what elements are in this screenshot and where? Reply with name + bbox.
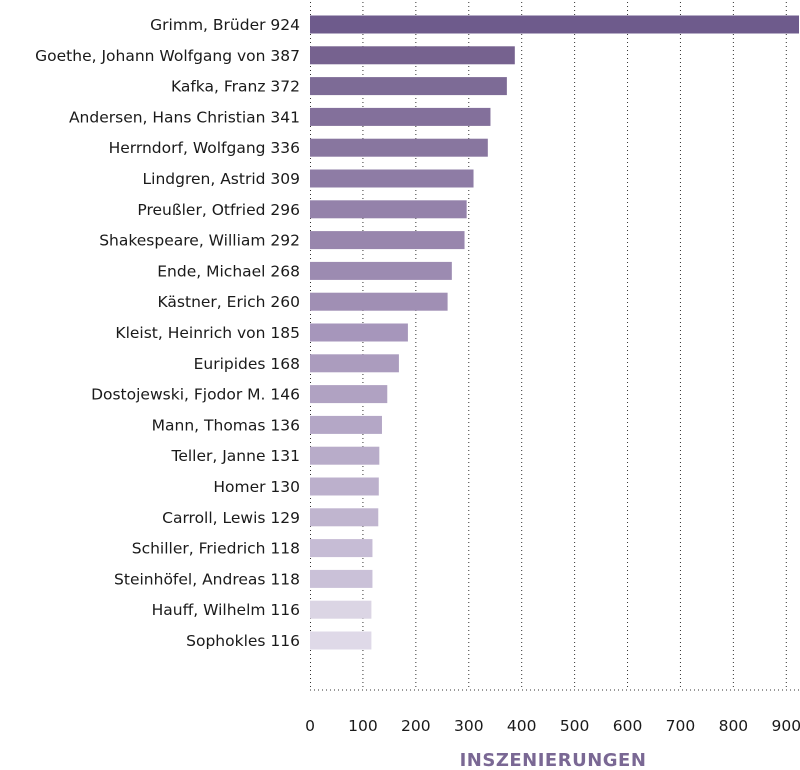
category-label-15: Homer 130 [213, 478, 300, 496]
category-label-6: Preußler, Otfried 296 [137, 201, 300, 219]
category-label-9: Kästner, Erich 260 [158, 293, 300, 311]
x-axis-title: INSZENIERUNGEN [460, 750, 647, 770]
category-label-17: Schiller, Friedrich 118 [132, 540, 300, 558]
category-label-13: Mann, Thomas 136 [152, 416, 300, 434]
x-tick-label-200: 200 [401, 717, 431, 735]
category-label-4: Herrndorf, Wolfgang 336 [109, 139, 300, 157]
bar-7 [310, 231, 465, 250]
bar-6 [310, 200, 467, 219]
bar-2 [310, 77, 507, 96]
bar-16 [310, 508, 379, 527]
x-tick-label-400: 400 [507, 717, 537, 735]
x-tick-label-600: 600 [613, 717, 643, 735]
category-label-14: Teller, Janne 131 [170, 447, 300, 465]
x-tick-label-0: 0 [305, 717, 315, 735]
bar-5 [310, 169, 474, 188]
bar-11 [310, 354, 399, 373]
bar-0 [310, 15, 799, 34]
bar-15 [310, 477, 379, 496]
x-tick-label-300: 300 [454, 717, 484, 735]
category-label-20: Sophokles 116 [186, 632, 300, 650]
bar-3 [310, 107, 491, 126]
category-label-18: Steinhöfel, Andreas 118 [114, 570, 300, 588]
bar-12 [310, 385, 388, 404]
x-tick-labels: 0 100 200 300 400 500 600 700 800 900 [305, 717, 800, 735]
x-tick-label-500: 500 [560, 717, 590, 735]
category-label-3: Andersen, Hans Christian 341 [69, 108, 300, 126]
bar-20 [310, 631, 372, 650]
bar-18 [310, 569, 373, 588]
bar-10 [310, 323, 408, 342]
bar-17 [310, 539, 373, 558]
bar-1 [310, 46, 515, 65]
category-label-7: Shakespeare, William 292 [99, 232, 300, 250]
grid-lines [310, 2, 799, 691]
category-label-8: Ende, Michael 268 [157, 262, 300, 280]
category-label-0: Grimm, Brüder 924 [150, 16, 300, 34]
category-labels: Grimm, Brüder 924 Goethe, Johann Wolfgang… [35, 16, 300, 650]
category-label-19: Hauff, Wilhelm 116 [152, 601, 300, 619]
category-label-12: Dostojewski, Fjodor M. 146 [91, 386, 300, 404]
bar-19 [310, 600, 372, 619]
bar-4 [310, 138, 488, 157]
x-tick-label-100: 100 [348, 717, 378, 735]
category-label-5: Lindgren, Astrid 309 [143, 170, 300, 188]
x-tick-label-800: 800 [719, 717, 749, 735]
bars-group [310, 15, 799, 650]
bar-13 [310, 415, 382, 434]
category-label-10: Kleist, Heinrich von 185 [115, 324, 300, 342]
category-label-1: Goethe, Johann Wolfgang von 387 [35, 47, 300, 65]
bar-9 [310, 292, 448, 311]
bar-8 [310, 261, 452, 280]
x-tick-label-700: 700 [666, 717, 696, 735]
category-label-16: Carroll, Lewis 129 [162, 509, 300, 527]
bar-14 [310, 446, 380, 465]
x-tick-label-900: 900 [772, 717, 800, 735]
category-label-11: Euripides 168 [194, 355, 300, 373]
category-label-2: Kafka, Franz 372 [171, 78, 300, 96]
